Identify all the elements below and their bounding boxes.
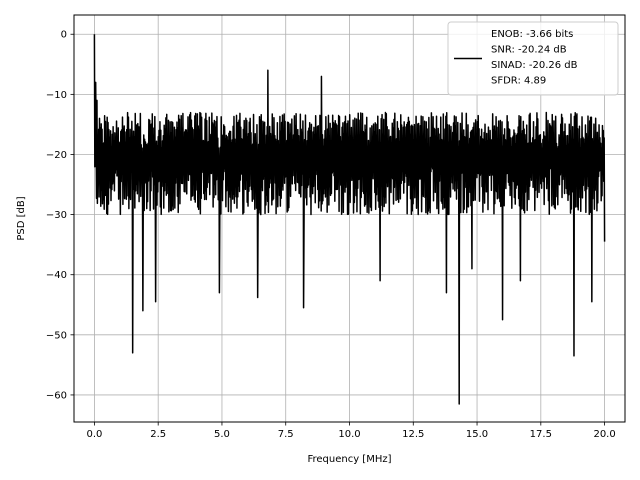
x-axis-label: Frequency [MHz]: [307, 454, 391, 465]
x-tick-label: 12.5: [402, 429, 424, 440]
y-tick-label: −30: [46, 210, 67, 221]
y-tick-label: −40: [46, 270, 67, 281]
x-tick-label: 10.0: [338, 429, 360, 440]
y-tick-label: −10: [46, 90, 67, 101]
legend-sfdr: SFDR: 4.89: [491, 76, 546, 87]
legend-snr: SNR: -20.24 dB: [491, 45, 567, 56]
legend: ENOB: -3.66 bits SNR: -20.24 dB SINAD: -…: [447, 21, 619, 96]
legend-enob: ENOB: -3.66 bits: [491, 29, 573, 40]
x-tick-label: 5.0: [214, 429, 230, 440]
x-axis-ticks: 0.0 2.5 5.0 7.5 10.0 12.5 15.0 17.5 20.0: [86, 422, 616, 440]
y-axis-ticks: 0 −10 −20 −30 −40 −50 −60: [46, 30, 74, 401]
psd-series: [93, 34, 606, 405]
legend-sinad: SINAD: -20.26 dB: [491, 60, 578, 71]
y-tick-label: −20: [46, 150, 67, 161]
x-tick-label: 15.0: [466, 429, 488, 440]
x-tick-label: 17.5: [530, 429, 552, 440]
y-tick-label: −50: [46, 330, 67, 341]
x-tick-label: 20.0: [593, 429, 615, 440]
psd-line: [93, 34, 606, 405]
x-tick-label: 7.5: [278, 429, 294, 440]
x-tick-label: 2.5: [150, 429, 166, 440]
legend-box: [447, 21, 619, 96]
y-tick-label: −60: [46, 390, 67, 401]
x-tick-label: 0.0: [86, 429, 102, 440]
y-tick-label: 0: [61, 30, 67, 41]
y-axis-label: PSD [dB]: [16, 196, 27, 240]
